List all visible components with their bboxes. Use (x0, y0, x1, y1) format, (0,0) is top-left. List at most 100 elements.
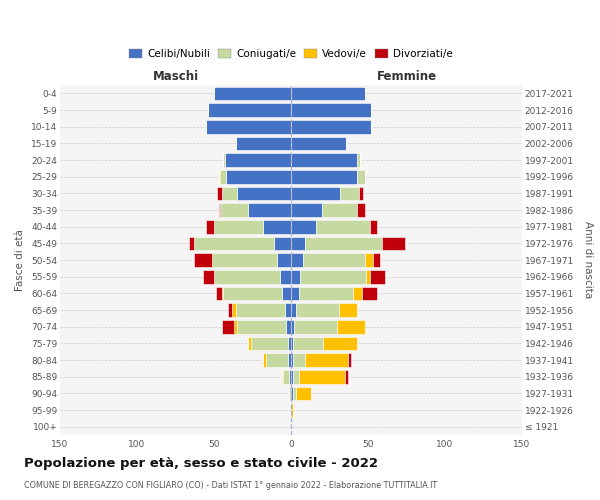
Bar (357, 170, 365, 183)
Bar (263, 353, 266, 367)
Text: COMUNE DI BEREGAZZO CON FIGLIARO (CO) - Dati ISTAT 1° gennaio 2022 - Elaborazion: COMUNE DI BEREGAZZO CON FIGLIARO (CO) - … (24, 481, 437, 490)
Bar (288, 336, 291, 350)
Bar (353, 286, 362, 300)
Bar (223, 286, 282, 300)
Bar (220, 203, 248, 217)
Bar (237, 320, 286, 334)
Bar (339, 303, 357, 317)
Bar (203, 270, 214, 283)
Bar (190, 236, 194, 250)
Bar (217, 186, 222, 200)
Bar (218, 170, 220, 183)
Bar (236, 303, 285, 317)
Legend: Celibi/Nubili, Coniugati/e, Vedovi/e, Divorziati/e: Celibi/Nubili, Coniugati/e, Vedovi/e, Di… (125, 44, 457, 63)
Bar (357, 203, 365, 217)
Bar (291, 370, 293, 384)
Bar (206, 120, 291, 134)
Bar (228, 303, 232, 317)
Bar (214, 220, 263, 234)
Bar (291, 353, 293, 367)
Bar (299, 286, 353, 300)
Bar (194, 253, 212, 267)
Bar (214, 270, 280, 283)
Bar (282, 286, 291, 300)
Bar (293, 386, 296, 400)
Text: Femmine: Femmine (376, 70, 437, 84)
Bar (322, 203, 357, 217)
Bar (293, 353, 305, 367)
Bar (300, 270, 367, 283)
Bar (251, 336, 288, 350)
Bar (345, 370, 348, 384)
Bar (289, 386, 291, 400)
Bar (222, 286, 223, 300)
Bar (373, 253, 380, 267)
Bar (226, 170, 291, 183)
Bar (293, 336, 323, 350)
Bar (293, 370, 299, 384)
Bar (234, 320, 237, 334)
Text: Maschi: Maschi (152, 70, 199, 84)
Bar (277, 253, 291, 267)
Bar (291, 203, 322, 217)
Bar (291, 170, 357, 183)
Bar (370, 220, 377, 234)
Bar (237, 186, 291, 200)
Bar (223, 153, 225, 167)
Bar (232, 303, 236, 317)
Bar (291, 403, 293, 417)
Bar (218, 203, 220, 217)
Bar (220, 170, 226, 183)
Bar (296, 386, 311, 400)
Bar (291, 186, 340, 200)
Bar (208, 103, 291, 117)
Y-axis label: Fasce di età: Fasce di età (16, 229, 25, 291)
Y-axis label: Anni di nascita: Anni di nascita (583, 222, 593, 298)
Bar (348, 353, 351, 367)
Bar (323, 336, 357, 350)
Bar (222, 186, 237, 200)
Bar (291, 120, 371, 134)
Bar (291, 303, 296, 317)
Bar (382, 236, 405, 250)
Bar (288, 353, 291, 367)
Bar (248, 336, 251, 350)
Bar (266, 353, 288, 367)
Bar (305, 353, 348, 367)
Bar (280, 270, 291, 283)
Bar (367, 270, 370, 283)
Bar (194, 236, 274, 250)
Bar (248, 203, 291, 217)
Bar (337, 320, 365, 334)
Bar (291, 286, 299, 300)
Bar (212, 253, 277, 267)
Bar (362, 286, 377, 300)
Bar (289, 370, 291, 384)
Bar (236, 136, 291, 150)
Bar (357, 153, 360, 167)
Bar (291, 103, 371, 117)
Bar (291, 153, 357, 167)
Bar (291, 336, 293, 350)
Bar (214, 86, 291, 100)
Bar (305, 236, 382, 250)
Bar (296, 303, 339, 317)
Bar (365, 253, 373, 267)
Bar (286, 320, 291, 334)
Bar (359, 186, 364, 200)
Bar (291, 220, 316, 234)
Bar (291, 386, 293, 400)
Bar (206, 220, 214, 234)
Bar (291, 136, 346, 150)
Bar (291, 320, 294, 334)
Bar (304, 253, 365, 267)
Bar (316, 220, 370, 234)
Bar (222, 320, 234, 334)
Bar (294, 320, 337, 334)
Bar (291, 253, 304, 267)
Bar (263, 220, 291, 234)
Bar (291, 236, 305, 250)
Bar (283, 370, 289, 384)
Bar (291, 86, 365, 100)
Bar (370, 270, 385, 283)
